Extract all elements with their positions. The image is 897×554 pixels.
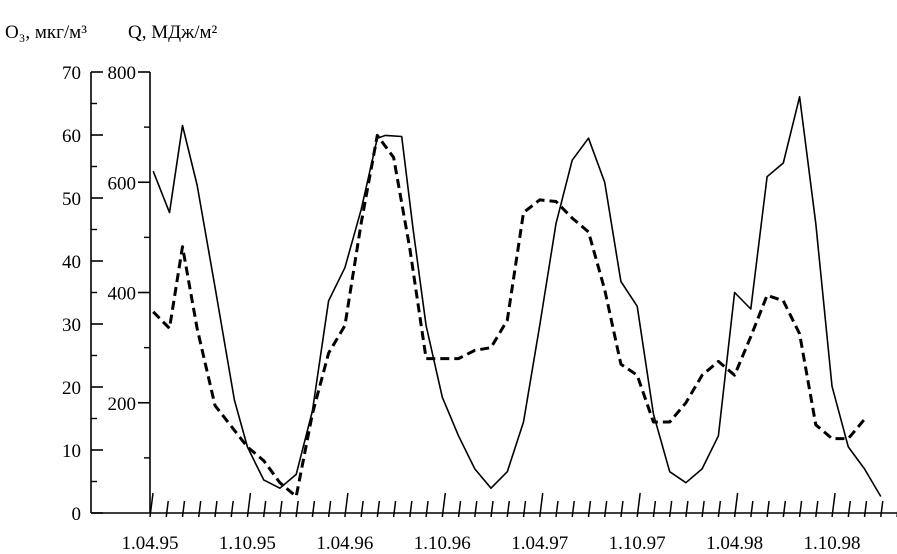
series-dashed-line bbox=[152, 133, 866, 498]
x-minor-tick bbox=[181, 500, 186, 518]
x-tick-label: 1.04.98 bbox=[706, 533, 763, 554]
left-tick-label: 20 bbox=[62, 378, 81, 399]
x-minor-tick bbox=[490, 500, 494, 518]
x-minor-tick bbox=[376, 500, 381, 518]
axis-title-left: O₃, мкг/м³ bbox=[5, 22, 87, 43]
axis-title-right: Q, МДж/м² bbox=[128, 22, 218, 43]
x-minor-tick bbox=[474, 500, 478, 518]
x-tick-label: 1.04.96 bbox=[316, 533, 373, 554]
right-tick-label: 800 bbox=[108, 63, 137, 84]
series-solid-line bbox=[152, 96, 882, 497]
x-minor-tick bbox=[603, 500, 608, 518]
x-major-tick bbox=[246, 492, 252, 518]
x-minor-tick bbox=[360, 500, 364, 518]
x-minor-tick bbox=[279, 500, 283, 518]
series-layer bbox=[152, 96, 882, 498]
right-tick-label: 400 bbox=[108, 284, 137, 305]
x-tick-label: 1.10.97 bbox=[609, 533, 666, 554]
x-tick-label: 1.10.95 bbox=[219, 533, 276, 554]
left-tick-label: 0 bbox=[72, 504, 82, 525]
x-minor-tick bbox=[197, 500, 202, 518]
x-minor-tick bbox=[409, 500, 413, 518]
x-minor-tick bbox=[782, 500, 787, 518]
x-minor-tick bbox=[685, 500, 689, 518]
x-major-tick bbox=[538, 492, 544, 518]
x-major-tick bbox=[344, 492, 349, 518]
right-tick-label: 200 bbox=[108, 394, 137, 415]
x-minor-tick bbox=[327, 500, 332, 518]
x-minor-tick bbox=[165, 500, 169, 518]
x-major-tick bbox=[636, 492, 641, 518]
x-major-tick bbox=[831, 492, 836, 518]
x-minor-tick bbox=[262, 500, 267, 518]
x-minor-tick bbox=[652, 500, 657, 518]
left-tick-label: 60 bbox=[62, 126, 81, 147]
x-minor-tick bbox=[457, 500, 462, 518]
left-tick-label: 50 bbox=[62, 189, 81, 210]
x-minor-tick bbox=[506, 500, 511, 518]
x-minor-tick bbox=[717, 500, 722, 518]
right-tick-label: 600 bbox=[108, 173, 137, 194]
left-tick-label: 70 bbox=[62, 63, 81, 84]
axis-title-right-group: Q, МДж/м² bbox=[128, 22, 218, 43]
axis-title-left-group: O₃, мкг/м³ bbox=[5, 22, 87, 43]
x-minor-tick bbox=[620, 500, 624, 518]
x-minor-tick bbox=[555, 500, 559, 518]
x-major-tick bbox=[441, 492, 447, 518]
x-tick-label: 1.10.96 bbox=[414, 533, 471, 554]
x-minor-tick bbox=[815, 500, 819, 518]
left-tick-label: 30 bbox=[62, 315, 81, 336]
x-minor-tick bbox=[425, 500, 429, 518]
x-minor-tick bbox=[880, 500, 884, 518]
x-minor-tick bbox=[214, 500, 218, 518]
x-minor-tick bbox=[392, 500, 397, 518]
x-minor-tick bbox=[798, 500, 803, 518]
left-tick-label: 40 bbox=[62, 252, 81, 273]
x-minor-tick bbox=[311, 500, 316, 518]
x-minor-tick bbox=[522, 500, 527, 518]
axes: 0 10 20 30 40 50 60 70 200 400 600 800 1.04.95 1.10.9… bbox=[62, 63, 897, 554]
x-major-tick bbox=[149, 492, 154, 518]
x-minor-tick bbox=[587, 500, 592, 518]
x-minor-tick bbox=[571, 500, 575, 518]
x-minor-tick bbox=[668, 500, 673, 518]
x-minor-tick bbox=[750, 500, 754, 518]
left-tick-label: 10 bbox=[62, 441, 81, 462]
x-tick-label: 1.04.97 bbox=[511, 533, 568, 554]
x-tick-label: 1.04.95 bbox=[122, 533, 179, 554]
x-minor-tick bbox=[847, 500, 852, 518]
x-major-tick bbox=[733, 492, 739, 518]
x-minor-tick bbox=[863, 500, 868, 518]
x-minor-tick bbox=[766, 500, 770, 518]
x-tick-label: 1.10.98 bbox=[804, 533, 861, 554]
x-minor-tick bbox=[295, 500, 299, 518]
x-minor-tick bbox=[701, 500, 705, 518]
x-minor-tick bbox=[230, 500, 234, 518]
